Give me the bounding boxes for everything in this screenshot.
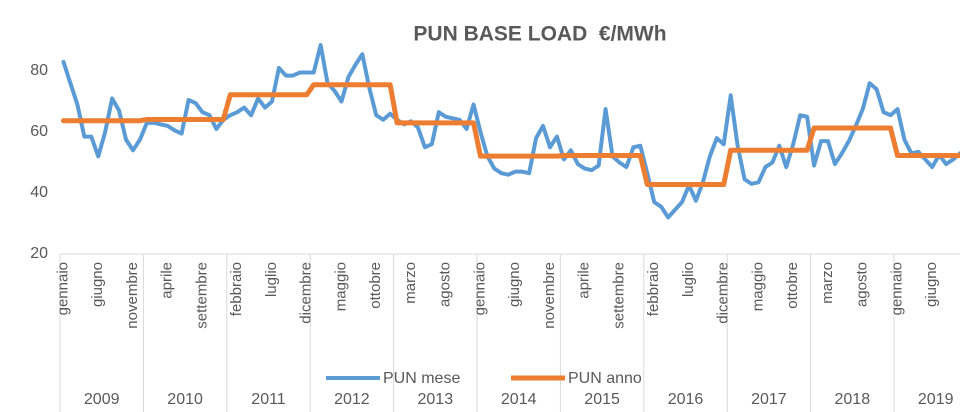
legend-label: PUN mese xyxy=(383,370,460,387)
year-label: 2013 xyxy=(418,391,454,408)
year-label: 2014 xyxy=(501,391,537,408)
x-tick-label: marzo xyxy=(402,262,419,304)
x-tick-label: ottobre xyxy=(784,262,801,309)
x-tick-label: luglio xyxy=(680,262,697,297)
x-tick-label: aprile xyxy=(159,262,176,299)
line-series xyxy=(60,82,960,187)
x-tick-label: aprile xyxy=(576,262,593,299)
x-tick-label: gennaio xyxy=(888,262,905,315)
year-label: 2015 xyxy=(584,391,620,408)
y-tick-label: 20 xyxy=(30,245,48,262)
chart-title: PUN BASE LOAD €/MWh xyxy=(413,23,666,46)
x-tick-label: novembre xyxy=(958,262,960,329)
line-series xyxy=(61,43,960,220)
year-label: 2010 xyxy=(167,391,203,408)
x-tick-label: marzo xyxy=(819,262,836,304)
year-label: 2012 xyxy=(334,391,370,408)
x-tick-label: dicembre xyxy=(298,262,315,324)
y-tick-label: 80 xyxy=(30,62,48,79)
x-tick-label: gennaio xyxy=(54,262,71,315)
x-tick-label: gennaio xyxy=(471,262,488,315)
y-tick-label: 60 xyxy=(30,123,48,140)
x-tick-label: giugno xyxy=(506,262,523,307)
x-tick-label: dicembre xyxy=(715,262,732,324)
x-tick-label: luglio xyxy=(263,262,280,297)
x-tick-label: novembre xyxy=(541,262,558,329)
x-tick-label: agosto xyxy=(854,262,871,307)
x-tick-label: agosto xyxy=(437,262,454,307)
x-tick-label: giugno xyxy=(89,262,106,307)
x-tick-label: maggio xyxy=(749,262,766,311)
x-tick-label: settembre xyxy=(193,262,210,329)
x-tick-label: giugno xyxy=(923,262,940,307)
year-label: 2019 xyxy=(918,391,954,408)
legend-label: PUN anno xyxy=(568,370,642,387)
y-tick-label: 40 xyxy=(30,184,48,201)
year-label: 2009 xyxy=(84,391,120,408)
x-tick-label: ottobre xyxy=(367,262,384,309)
year-label: 2016 xyxy=(668,391,704,408)
year-label: 2018 xyxy=(835,391,871,408)
x-tick-label: novembre xyxy=(124,262,141,329)
year-label: 2017 xyxy=(751,391,787,408)
year-label: 2011 xyxy=(251,391,286,408)
x-tick-label: maggio xyxy=(332,262,349,311)
x-tick-label: febbraio xyxy=(228,262,245,316)
x-tick-label: febbraio xyxy=(645,262,662,316)
x-tick-label: settembre xyxy=(610,262,627,329)
